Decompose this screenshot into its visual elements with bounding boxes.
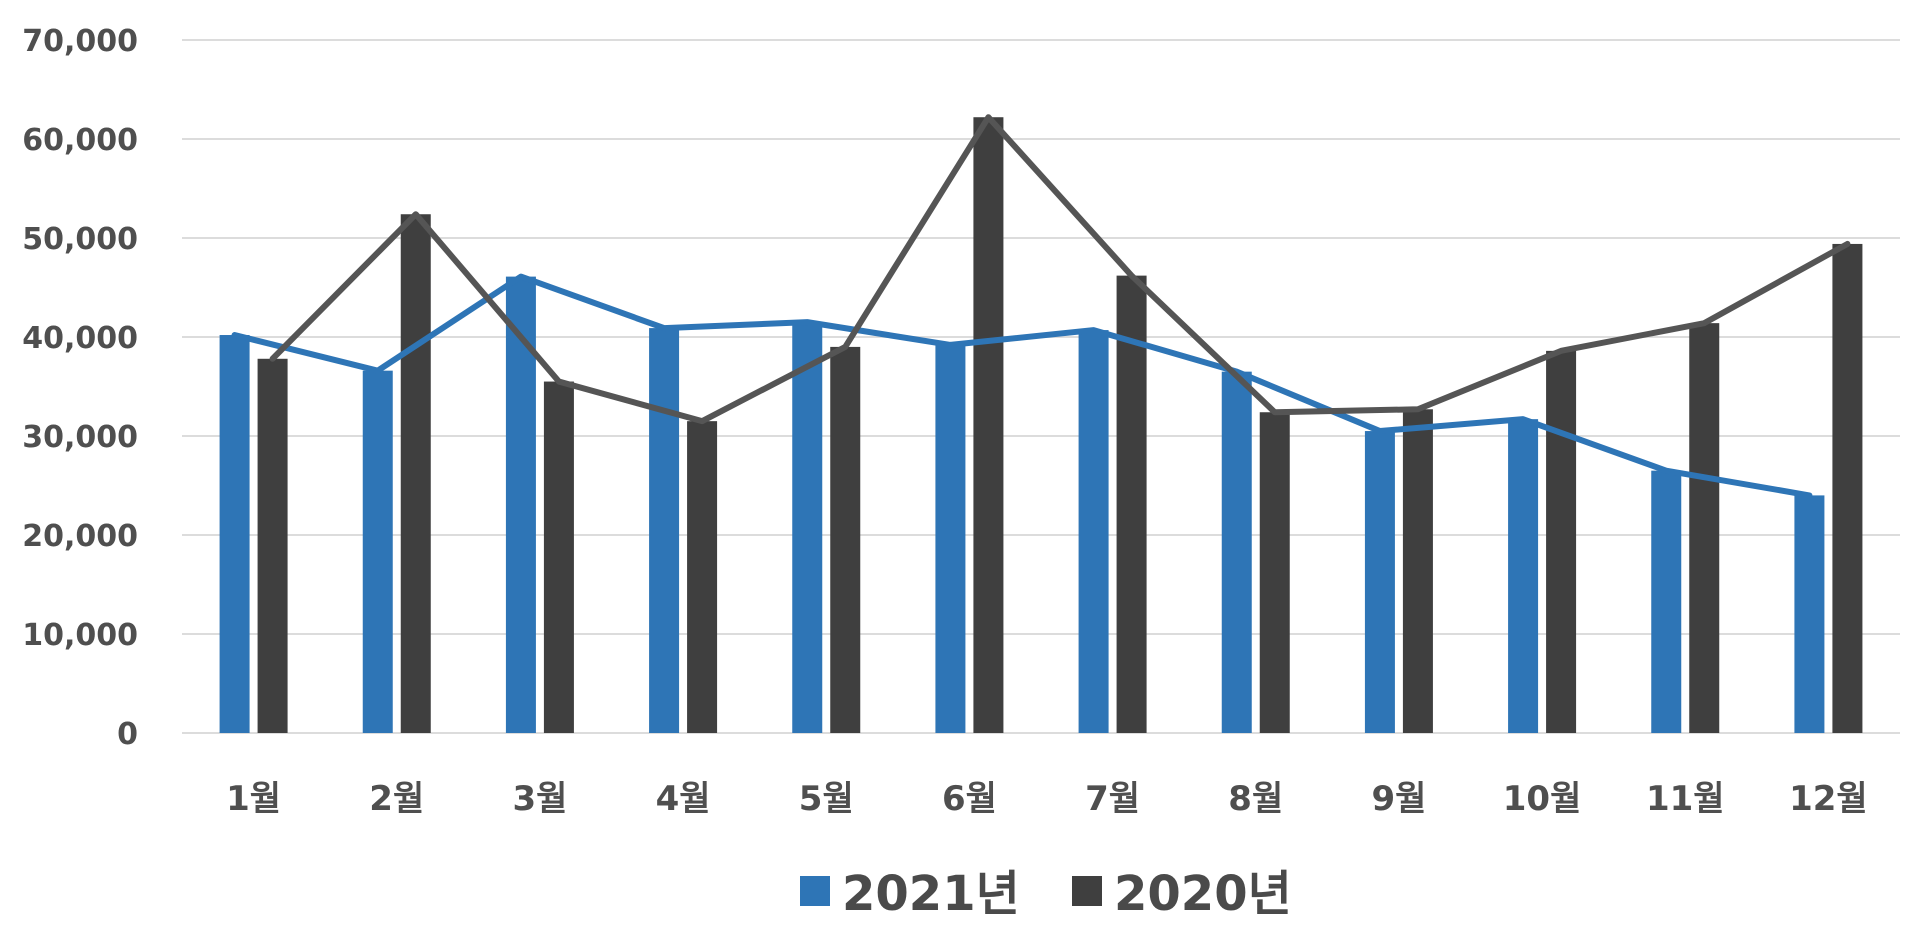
bar-2020년-1월 [257, 358, 288, 733]
bar-2020년-7월 [1116, 275, 1147, 733]
y-axis-ticks: 0 10,000 20,000 30,000 40,000 50,000 60,000 70,… [22, 24, 138, 752]
x-tick-label: 12월 [1789, 779, 1868, 819]
line-2020년 [269, 114, 1851, 425]
bar-2021년-9월 [1364, 431, 1395, 733]
y-tick-label: 10,000 [22, 618, 138, 653]
x-tick-label: 2월 [369, 779, 424, 819]
x-tick-label: 5월 [799, 779, 854, 819]
y-tick-label: 0 [117, 717, 138, 752]
legend-label-2021: 2021년 [842, 866, 1020, 922]
legend: 2021년 2020년 [800, 866, 1292, 922]
bar-2021년-2월 [362, 370, 393, 733]
x-tick-label: 1월 [226, 779, 281, 819]
y-tick-label: 30,000 [22, 420, 138, 455]
bar-2020년-4월 [687, 421, 718, 733]
bar-2020년-2월 [400, 214, 431, 734]
bars [219, 117, 1863, 734]
bar-2021년-8월 [1221, 371, 1252, 733]
y-tick-label: 60,000 [22, 123, 138, 158]
series-lines [231, 114, 1851, 499]
x-tick-label: 8월 [1228, 779, 1283, 819]
line-2021년 [231, 273, 1813, 499]
gridlines [182, 39, 1900, 734]
x-tick-label: 7월 [1085, 779, 1140, 819]
bar-2021년-10월 [1508, 419, 1539, 733]
bar-2021년-4월 [649, 328, 680, 733]
y-tick-label: 50,000 [22, 222, 138, 257]
bar-2021년-6월 [935, 344, 966, 733]
x-tick-label: 10월 [1503, 779, 1582, 819]
legend-swatch-2020 [1072, 876, 1102, 906]
x-axis-ticks: 1월 2월 3월 4월 5월 6월 7월 8월 9월 10월 11월 12월 [226, 779, 1868, 819]
bar-2021년-12월 [1794, 495, 1825, 733]
x-tick-label: 3월 [512, 779, 567, 819]
bar-2020년-6월 [973, 117, 1004, 734]
y-tick-label: 20,000 [22, 519, 138, 554]
x-tick-label: 11월 [1646, 779, 1725, 819]
bar-2020년-8월 [1259, 412, 1290, 733]
bar-2020년-9월 [1402, 409, 1433, 733]
legend-label-2020: 2020년 [1114, 866, 1292, 922]
x-tick-label: 4월 [656, 779, 711, 819]
bar-2020년-10월 [1546, 350, 1577, 733]
bar-2020년-11월 [1689, 323, 1720, 733]
bar-2020년-12월 [1832, 243, 1863, 733]
bar-2021년-11월 [1651, 470, 1682, 733]
y-tick-label: 40,000 [22, 321, 138, 356]
x-tick-label: 9월 [1371, 779, 1426, 819]
bar-2020년-5월 [830, 346, 861, 733]
y-tick-label: 70,000 [22, 24, 138, 59]
bar-2021년-7월 [1078, 330, 1109, 733]
bar-2021년-5월 [792, 322, 823, 733]
x-tick-label: 6월 [942, 779, 997, 819]
bar-2020년-3월 [543, 381, 574, 733]
bar-2021년-1월 [219, 335, 250, 733]
legend-swatch-2021 [800, 876, 830, 906]
